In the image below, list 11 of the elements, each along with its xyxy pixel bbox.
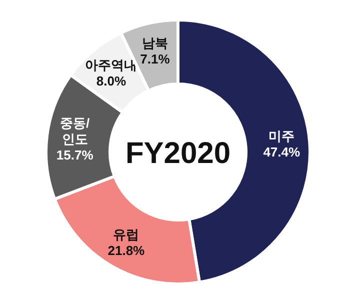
data-label: 8.0% xyxy=(96,73,126,88)
data-label: 15.7% xyxy=(56,148,94,163)
slice-label: 미주 xyxy=(268,128,295,144)
data-label: 47.4% xyxy=(263,144,301,160)
slice-label: 중동/인도 xyxy=(60,116,90,147)
data-label: 21.8% xyxy=(108,243,146,258)
data-label: 7.1% xyxy=(140,52,170,67)
slice-label: 아주역내 xyxy=(85,57,138,72)
slice-label: 유럽 xyxy=(113,227,140,242)
text: FY2020 xyxy=(125,137,231,170)
slice-label: 남북 xyxy=(142,36,168,51)
